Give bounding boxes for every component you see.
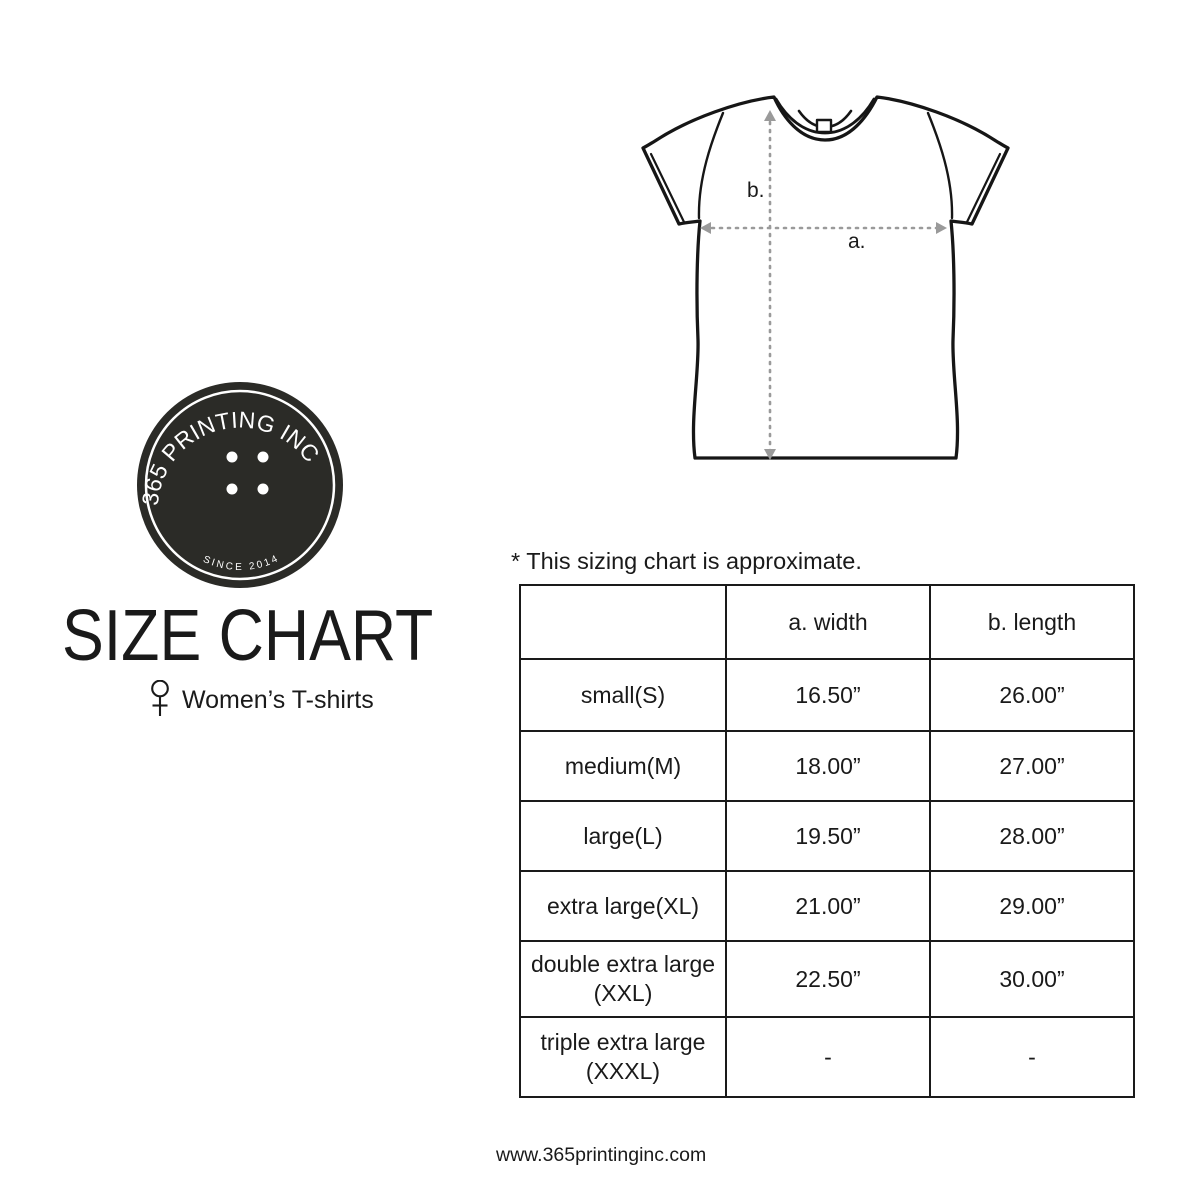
svg-text:a.: a. — [848, 230, 866, 253]
svg-text:b.: b. — [747, 179, 765, 202]
